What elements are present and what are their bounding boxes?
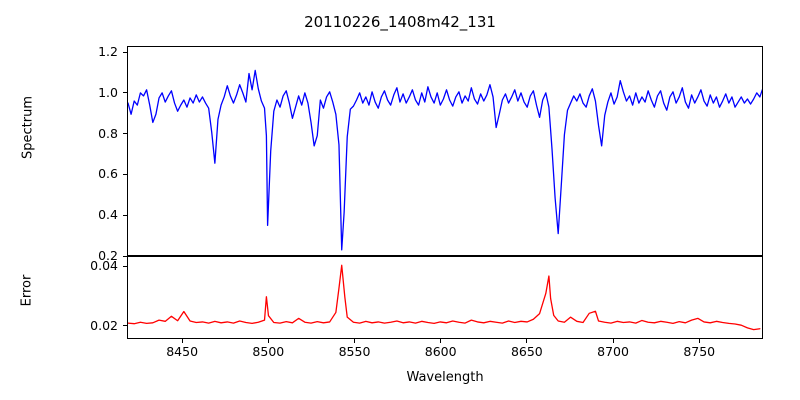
x-tick-label: 8450 xyxy=(166,344,199,359)
spectrum-y-tick-mark xyxy=(123,255,127,257)
error-plot-panel xyxy=(127,256,763,339)
error-y-tick-mark xyxy=(123,325,127,327)
x-tick-mark xyxy=(612,339,614,343)
x-tick-mark xyxy=(526,339,528,343)
page-title: 20110226_1408m42_131 xyxy=(304,13,496,31)
error-y-tick-label: 0.02 xyxy=(90,317,118,333)
spectrum-y-tick-label: 1.0 xyxy=(98,84,118,100)
error-line-series xyxy=(128,264,761,331)
x-tick-label: 8500 xyxy=(252,344,285,359)
spectrum-y-tick-mark xyxy=(123,51,127,53)
x-tick-mark xyxy=(698,339,700,343)
spectrum-line-series xyxy=(128,69,762,251)
spectrum-y-tick-mark xyxy=(123,173,127,176)
x-tick-label: 8650 xyxy=(510,344,543,359)
spectrum-plot-panel xyxy=(127,46,763,256)
spectrum-y-tick-label: 0.8 xyxy=(98,125,118,141)
error-y-tick-mark xyxy=(123,265,127,267)
x-axis-label: Wavelength xyxy=(406,370,484,385)
x-tick-mark xyxy=(267,339,269,343)
spectrum-y-tick-label: 0.2 xyxy=(98,248,118,263)
spectrum-y-tick-mark xyxy=(123,214,127,216)
spectrum-y-tick-label: 0.6 xyxy=(98,166,118,182)
spectrum-y-tick-mark xyxy=(123,133,127,135)
x-tick-label: 8600 xyxy=(424,344,457,359)
x-tick-mark xyxy=(181,339,183,343)
spectrum-y-axis-label: Spectrum xyxy=(20,96,36,159)
x-tick-label: 8750 xyxy=(683,344,716,359)
spectrum-y-tick-mark xyxy=(123,92,127,94)
x-tick-label: 8550 xyxy=(338,344,371,359)
error-y-tick-label: 0.04 xyxy=(90,258,118,274)
spectrum-y-tick-label: 1.2 xyxy=(98,44,118,60)
spectrum-y-tick-label: 0.4 xyxy=(98,207,118,223)
x-tick-label: 8700 xyxy=(597,344,629,359)
x-tick-mark xyxy=(440,339,442,343)
error-y-axis-label: Error xyxy=(19,274,35,307)
x-tick-mark xyxy=(354,339,356,343)
